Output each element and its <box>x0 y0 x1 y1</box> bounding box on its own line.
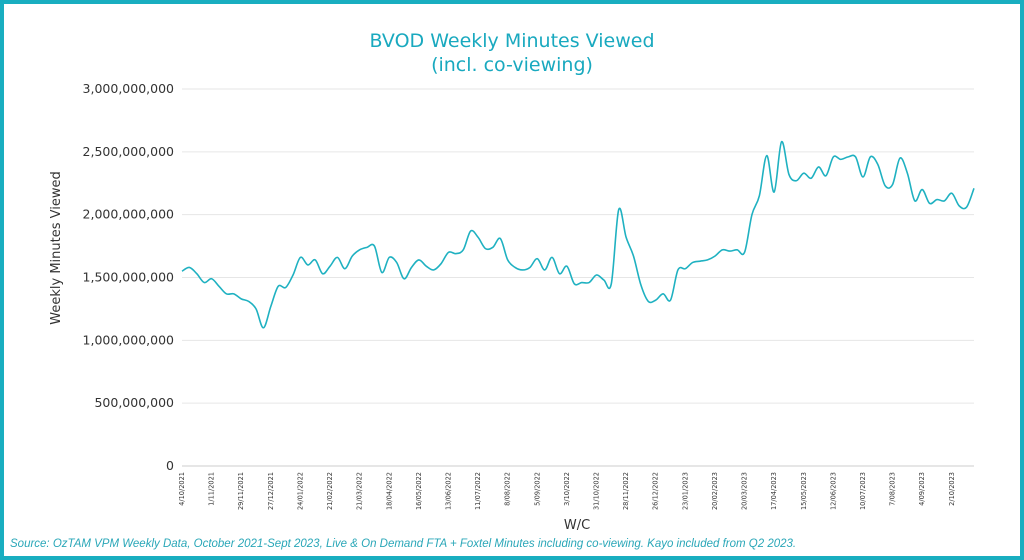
x-tick-label: 1/11/2021 <box>208 472 216 506</box>
x-tick-label: 21/03/2022 <box>356 472 364 510</box>
x-tick-label: 20/02/2023 <box>711 472 719 510</box>
x-tick-label: 27/12/2021 <box>267 472 275 510</box>
x-tick-label: 10/07/2023 <box>859 472 867 510</box>
x-tick-label: 21/02/2022 <box>326 472 334 510</box>
series-line <box>181 140 975 329</box>
x-tick-label: 8/08/2022 <box>504 472 512 506</box>
x-tick-label: 15/05/2023 <box>800 472 808 510</box>
x-tick-label: 26/12/2022 <box>652 472 660 510</box>
line-chart: 0 500,000,000 1,000,000,000 1,500,000,000 2,… <box>49 81 975 533</box>
x-tick-label: 4/09/2023 <box>918 472 926 506</box>
x-tick-label: 28/11/2022 <box>622 472 630 510</box>
x-tick-label: 4/10/2021 <box>178 472 186 506</box>
source-note: Source: OzTAM VPM Weekly Data, October 2… <box>10 538 797 550</box>
chart-frame: BVOD Weekly Minutes Viewed (incl. co-vie… <box>4 4 1020 556</box>
y-tick-label: 1,000,000,000 <box>83 332 174 347</box>
x-axis-label: W/C <box>564 518 590 533</box>
x-tick-label: 7/08/2023 <box>889 472 897 506</box>
y-tick-label: 2,500,000,000 <box>83 144 174 159</box>
x-tick-label: 31/10/2022 <box>593 472 601 510</box>
x-tick-label: 20/03/2023 <box>741 472 749 510</box>
chart-subtitle: (incl. co-viewing) <box>431 54 593 76</box>
x-tick-label: 11/07/2022 <box>474 472 482 510</box>
x-tick-label: 12/06/2023 <box>829 472 837 510</box>
x-tick-label: 17/04/2023 <box>770 472 778 510</box>
chart-title: BVOD Weekly Minutes Viewed <box>369 30 655 52</box>
x-tick-label: 29/11/2021 <box>237 472 245 510</box>
x-tick-label: 5/09/2022 <box>533 472 541 506</box>
y-tick-label: 0 <box>166 458 174 473</box>
x-tick-label: 2/10/2023 <box>948 472 956 506</box>
x-tick-label: 24/01/2022 <box>296 472 304 510</box>
x-tick-label: 18/04/2022 <box>385 472 393 510</box>
y-tick-label: 3,000,000,000 <box>83 81 174 96</box>
x-tick-label: 13/06/2022 <box>444 472 452 510</box>
x-tick-label: 23/01/2023 <box>681 472 689 510</box>
y-tick-label: 2,000,000,000 <box>83 207 174 222</box>
x-tick-label: 16/05/2022 <box>415 472 423 510</box>
y-tick-label: 500,000,000 <box>94 395 174 410</box>
y-tick-label: 1,500,000,000 <box>83 270 174 285</box>
x-tick-label: 3/10/2022 <box>563 472 571 506</box>
y-axis-label: Weekly Minutes Viewed <box>49 171 64 324</box>
